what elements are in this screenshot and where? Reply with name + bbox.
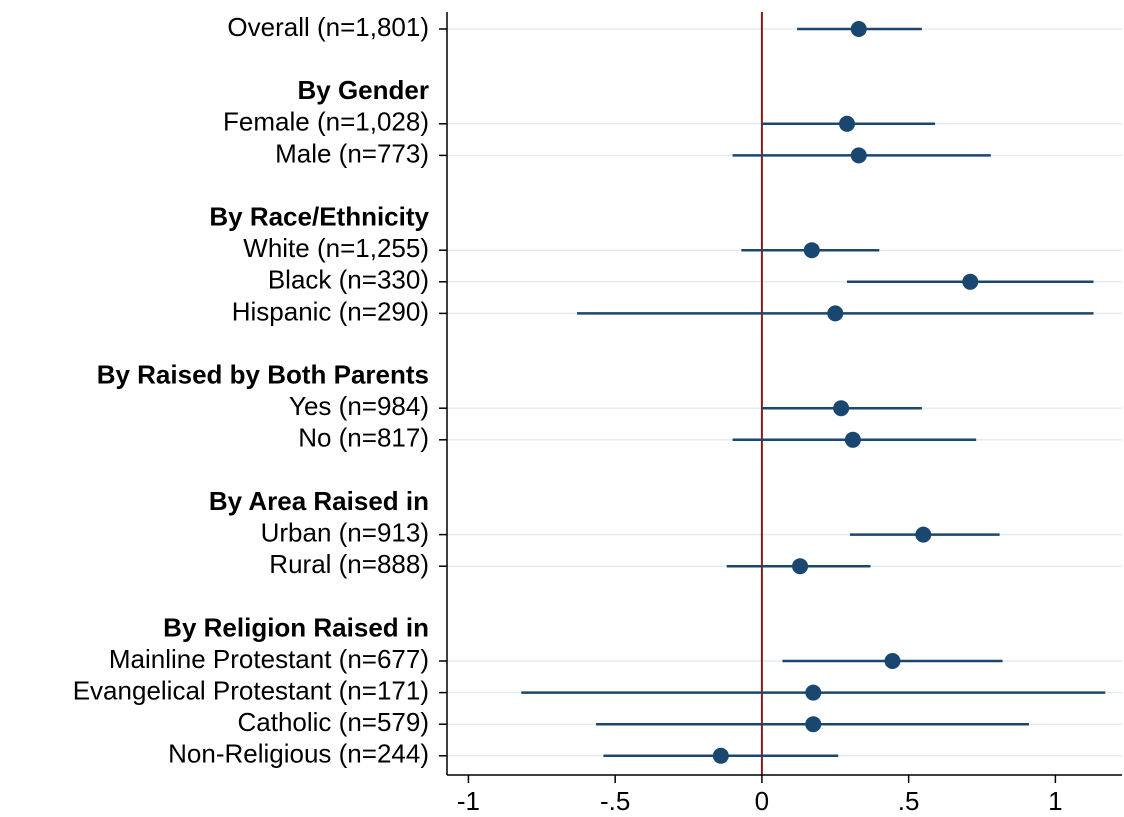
row-label: Female (n=1,028) [223, 107, 429, 137]
point-estimate [844, 431, 861, 448]
row-label: Urban (n=913) [261, 517, 429, 547]
point-estimate [803, 242, 820, 259]
row-label: Rural (n=888) [269, 549, 429, 579]
row-label: Non-Religious (n=244) [168, 739, 429, 769]
point-estimate [850, 21, 867, 37]
point-estimate [805, 684, 822, 701]
row-label: Male (n=773) [275, 138, 429, 168]
point-estimate [827, 305, 844, 322]
group-header: By Raised by Both Parents [97, 359, 429, 389]
point-estimate [962, 273, 979, 290]
row-label: Mainline Protestant (n=677) [109, 644, 429, 674]
row-label: Black (n=330) [268, 265, 429, 295]
row-label: Evangelical Protestant (n=171) [73, 675, 429, 705]
point-estimate [839, 115, 856, 132]
point-estimate [884, 653, 901, 669]
point-estimate [712, 747, 729, 764]
row-label: Catholic (n=579) [238, 707, 430, 737]
x-tick-label: -.5 [600, 786, 630, 816]
row-label: Hispanic (n=290) [232, 296, 429, 326]
point-estimate [792, 558, 809, 575]
x-tick-label: 1 [1048, 786, 1062, 816]
group-header: By Race/Ethnicity [209, 201, 429, 231]
x-tick-label: -1 [457, 786, 480, 816]
x-tick-label: 0 [755, 786, 769, 816]
row-label: White (n=1,255) [243, 233, 429, 263]
x-tick-label: .5 [898, 786, 920, 816]
row-label: Overall (n=1,801) [227, 12, 429, 42]
group-header: By Area Raised in [209, 486, 429, 516]
row-label: Yes (n=984) [289, 391, 429, 421]
row-label: No (n=817) [298, 423, 429, 453]
point-estimate [850, 147, 867, 164]
group-header: By Gender [298, 75, 430, 105]
point-estimate [805, 716, 822, 733]
group-header: By Religion Raised in [163, 612, 429, 642]
point-estimate [915, 526, 932, 543]
point-estimate [833, 400, 850, 417]
